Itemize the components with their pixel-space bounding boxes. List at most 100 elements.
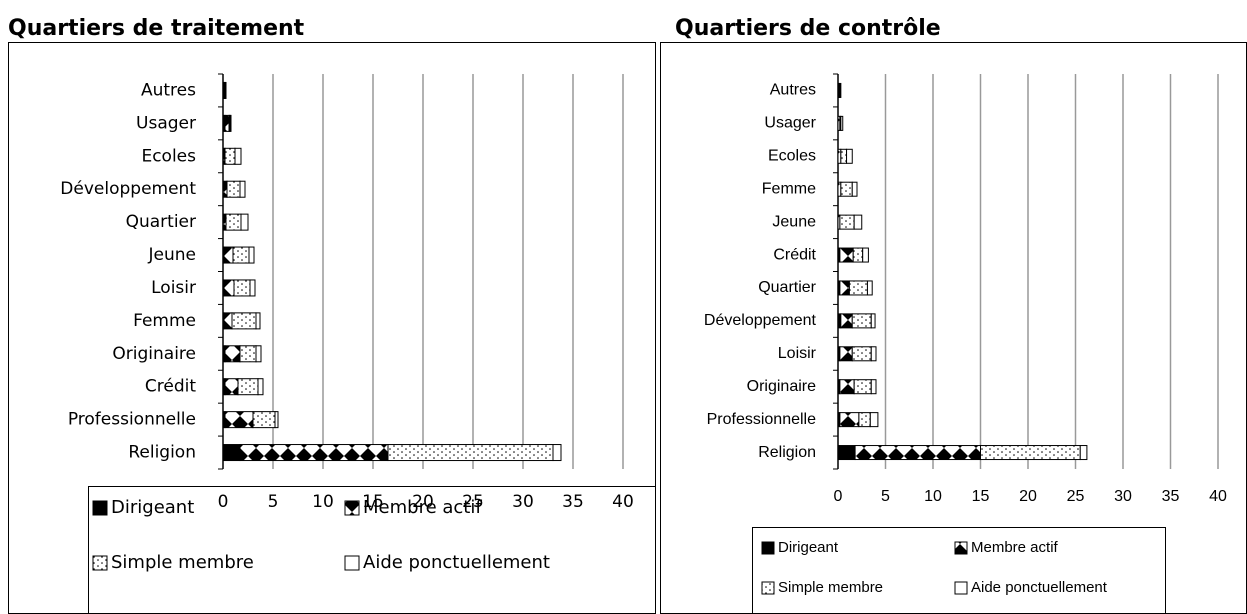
bar-segment [848, 280, 868, 296]
bar-segment [851, 313, 872, 329]
legend-swatch [92, 500, 108, 516]
chart-title: Quartiers de traitement [8, 16, 305, 41]
bar-segment [839, 379, 855, 395]
bar-segment [233, 279, 251, 297]
bar-segment [840, 181, 853, 197]
bar-segment [853, 214, 863, 230]
bar-segment [223, 279, 235, 297]
bar-segment [222, 180, 228, 198]
y-tick-label: Quartier [126, 212, 196, 232]
y-tick-label: Crédit [145, 377, 196, 397]
x-tick-label: 40 [612, 492, 634, 512]
y-tick-label: Religion [758, 444, 816, 461]
bar-segment [866, 280, 873, 296]
y-tick-label: Femme [762, 180, 816, 197]
legend-swatch [954, 581, 968, 595]
bar-segment [252, 411, 276, 429]
legend-swatch [344, 500, 360, 516]
bar-segment [224, 114, 230, 132]
x-tick-label: 10 [924, 488, 942, 505]
bar-segment [224, 345, 241, 363]
bar-segment [223, 312, 233, 330]
y-tick-label: Quartier [758, 279, 816, 296]
x-tick-label: 25 [1067, 488, 1085, 505]
y-tick-label: Professionnelle [68, 410, 196, 430]
y-tick-label: Loisir [151, 278, 196, 298]
y-tick-label: Autres [770, 82, 816, 99]
x-tick-label: 15 [972, 488, 990, 505]
bar-segment [854, 445, 981, 461]
y-tick-label: Femme [133, 311, 196, 331]
y-tick-label: Ecoles [768, 148, 816, 165]
bar-segment [240, 213, 249, 231]
y-tick-label: Originaire [747, 378, 816, 395]
bar-segment [839, 82, 842, 98]
legend-swatch [344, 555, 360, 571]
x-tick-label: 35 [562, 492, 584, 512]
y-tick-label: Autres [141, 80, 196, 100]
x-tick-label: 15 [362, 492, 384, 512]
legend-label: Aide ponctuellement [971, 579, 1108, 596]
chart-title: Quartiers de contrôle [675, 16, 941, 41]
bar-segment [870, 346, 877, 362]
legend-label: Dirigeant [111, 497, 194, 518]
bar-segment [223, 246, 234, 264]
bar-segment [851, 181, 858, 197]
y-tick-label: Originaire [112, 344, 196, 364]
bar-segment [229, 114, 232, 132]
x-tick-label: 25 [462, 492, 484, 512]
y-tick-label: Ecoles [141, 146, 196, 166]
y-tick-label: Développement [60, 179, 196, 199]
bar-segment [239, 180, 246, 198]
legend-label: Aide ponctuellement [363, 552, 550, 573]
bar-segment [552, 444, 562, 462]
bar-segment [840, 115, 844, 131]
bar-segment [232, 246, 250, 264]
bar-segment [846, 148, 853, 164]
x-tick-label: 35 [1162, 488, 1180, 505]
x-tick-label: 0 [218, 492, 229, 512]
legend-label: Membre actif [363, 497, 482, 518]
bar-segment [222, 444, 241, 462]
x-tick-label: 40 [1209, 488, 1227, 505]
y-tick-label: Usager [764, 115, 816, 132]
bar-segment [858, 412, 871, 428]
bar-segment [869, 412, 879, 428]
y-tick-label: Loisir [778, 345, 817, 362]
x-tick-label: 30 [512, 492, 534, 512]
legend-label: Simple membre [111, 552, 254, 573]
bar-segment [837, 445, 856, 461]
y-tick-label: Développement [704, 312, 817, 329]
bar-segment [870, 313, 876, 329]
bar-segment [255, 345, 262, 363]
legend-swatch [92, 555, 108, 571]
legend-label: Membre actif [971, 539, 1059, 556]
panel-border [8, 42, 656, 614]
x-tick-label: 5 [268, 492, 279, 512]
bar-segment [387, 444, 554, 462]
x-tick-label: 30 [1114, 488, 1132, 505]
x-tick-label: 10 [312, 492, 334, 512]
bar-segment [224, 81, 227, 99]
bar-segment [231, 312, 257, 330]
bar-segment [224, 147, 236, 165]
bar-segment [255, 312, 261, 330]
bar-segment [225, 213, 242, 231]
bar-segment [839, 214, 855, 230]
bar-segment [852, 247, 864, 263]
bar-segment [870, 379, 877, 395]
bar-segment [839, 280, 850, 296]
y-tick-label: Crédit [773, 246, 816, 263]
bar-segment [274, 411, 279, 429]
legend-label: Simple membre [778, 579, 883, 596]
bar-segment [226, 180, 241, 198]
x-tick-label: 20 [412, 492, 434, 512]
bar-segment [980, 445, 1081, 461]
bar-segment [224, 378, 239, 396]
bar-segment [840, 313, 853, 329]
bar-segment [224, 411, 254, 429]
x-tick-label: 0 [834, 488, 843, 505]
y-tick-label: Religion [128, 443, 196, 463]
y-tick-label: Professionnelle [707, 411, 817, 428]
